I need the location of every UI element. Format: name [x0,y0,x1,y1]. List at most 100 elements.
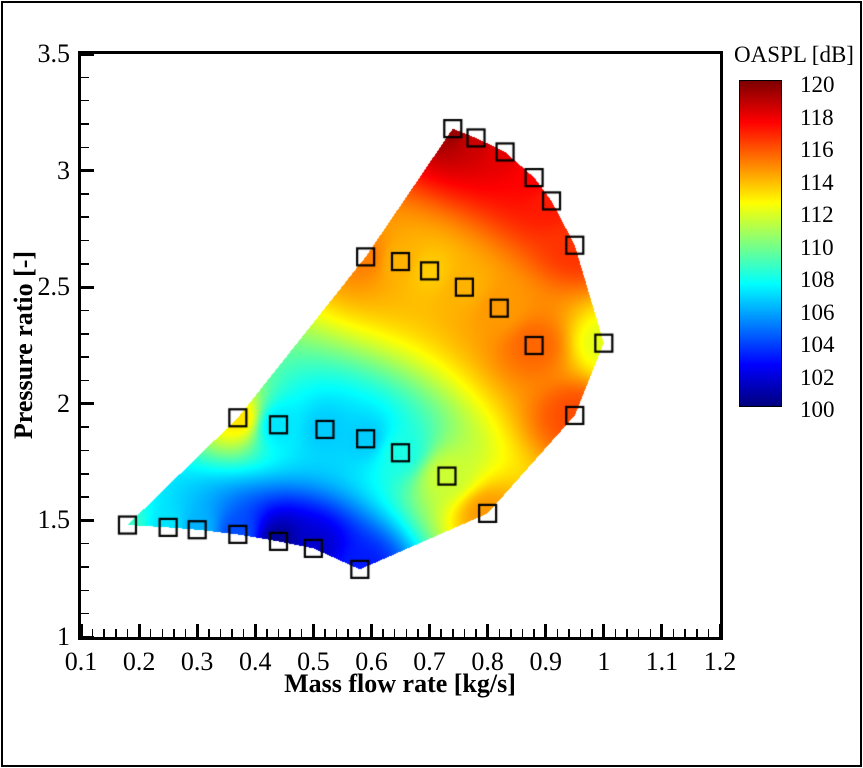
x-tick-label: 0.3 [180,647,214,676]
x-tick-label: 0.9 [529,647,562,676]
y-major-tick [81,285,94,289]
x-major-tick [718,624,722,637]
x-minor-tick [684,629,686,637]
x-minor-tick [463,629,466,637]
colorbar-tick-label: 116 [800,137,834,162]
x-tick-label: 0.4 [239,647,272,676]
x-minor-tick [219,629,222,637]
x-minor-tick [533,629,535,637]
x-minor-tick [91,629,94,637]
colorbar-title: OASPL [dB] [734,42,854,67]
y-minor-tick [81,193,89,195]
y-minor-tick [81,496,89,498]
y-minor-tick [81,356,89,358]
y-axis-title: Pressure ratio [-] [9,250,38,440]
colorbar-tick-label: 120 [800,72,835,97]
x-minor-tick [173,629,175,637]
x-tick-label: 1.2 [703,647,737,676]
x-major-tick [253,624,257,637]
x-minor-tick [405,629,408,637]
x-tick-label: 0.7 [413,647,446,676]
x-tick-label: 0.8 [471,647,504,676]
y-minor-tick [81,473,89,475]
x-minor-tick [324,629,326,637]
x-major-tick [544,624,548,637]
colorbar-tick-label: 100 [800,397,835,422]
x-minor-tick [103,629,105,637]
x-tick-label: 0.6 [355,647,388,676]
x-minor-tick [521,629,524,637]
x-minor-tick [417,629,419,637]
x-minor-tick [510,629,512,637]
y-minor-tick [81,216,89,218]
x-minor-tick [440,629,442,637]
x-tick-label: 1 [597,647,611,676]
x-minor-tick [335,629,338,637]
y-major-tick [81,169,94,173]
x-major-tick [311,624,315,637]
contour-field-canvas [81,54,720,637]
x-tick-label: 1.1 [645,647,679,676]
x-minor-tick [626,629,628,637]
x-minor-tick [637,629,640,637]
x-minor-tick [347,629,349,637]
x-major-tick [79,624,83,637]
colorbar-tick-label: 106 [800,299,835,325]
x-minor-tick [672,629,675,637]
x-major-tick [428,624,432,637]
x-major-tick [195,624,199,637]
x-major-tick [369,624,373,637]
x-minor-tick [359,629,361,637]
x-minor-tick [498,629,500,637]
y-minor-tick [81,333,89,335]
plot-area [78,51,723,640]
x-minor-tick [115,629,117,637]
y-minor-tick [81,449,89,452]
colorbar-gradient [740,81,781,406]
y-minor-tick [81,426,89,428]
y-minor-tick [81,239,89,242]
colorbar-tick-label: 104 [800,332,835,357]
y-tick-label: 1.5 [37,505,71,535]
x-tick-label: 0.2 [122,647,156,676]
y-major-tick [81,52,94,56]
x-tick-label: 0.1 [64,647,98,676]
x-minor-tick [266,629,268,637]
x-minor-tick [579,629,582,637]
y-tick-label: 3 [57,155,70,185]
y-minor-tick [81,123,89,125]
colorbar-tick-label: 118 [800,104,834,130]
x-minor-tick [707,629,710,637]
x-minor-tick [184,629,187,637]
x-minor-tick [568,629,570,637]
x-minor-tick [382,629,384,637]
colorbar-tick-label: 102 [800,364,835,390]
x-minor-tick [556,629,559,637]
x-major-tick [602,624,606,637]
x-minor-tick [614,629,617,637]
y-major-tick [81,635,94,639]
y-tick-label: 1 [57,622,70,651]
x-minor-tick [277,629,280,637]
y-minor-tick [81,263,89,265]
x-minor-tick [591,629,593,637]
y-minor-tick [81,309,89,312]
y-minor-tick [81,76,89,79]
y-minor-tick [81,566,89,568]
x-minor-tick [208,629,210,637]
colorbar-tick-label: 112 [800,202,834,227]
x-minor-tick [126,629,129,637]
x-minor-tick [231,629,233,637]
y-tick-label: 2 [57,388,70,418]
x-minor-tick [452,629,454,637]
x-minor-tick [300,629,303,637]
colorbar [739,80,782,407]
x-minor-tick [649,629,652,637]
y-minor-tick [81,379,89,382]
y-minor-tick [81,589,89,592]
y-major-tick [81,402,94,406]
x-minor-tick [393,629,396,637]
x-tick-label: 0.5 [297,647,330,676]
x-minor-tick [475,629,477,637]
